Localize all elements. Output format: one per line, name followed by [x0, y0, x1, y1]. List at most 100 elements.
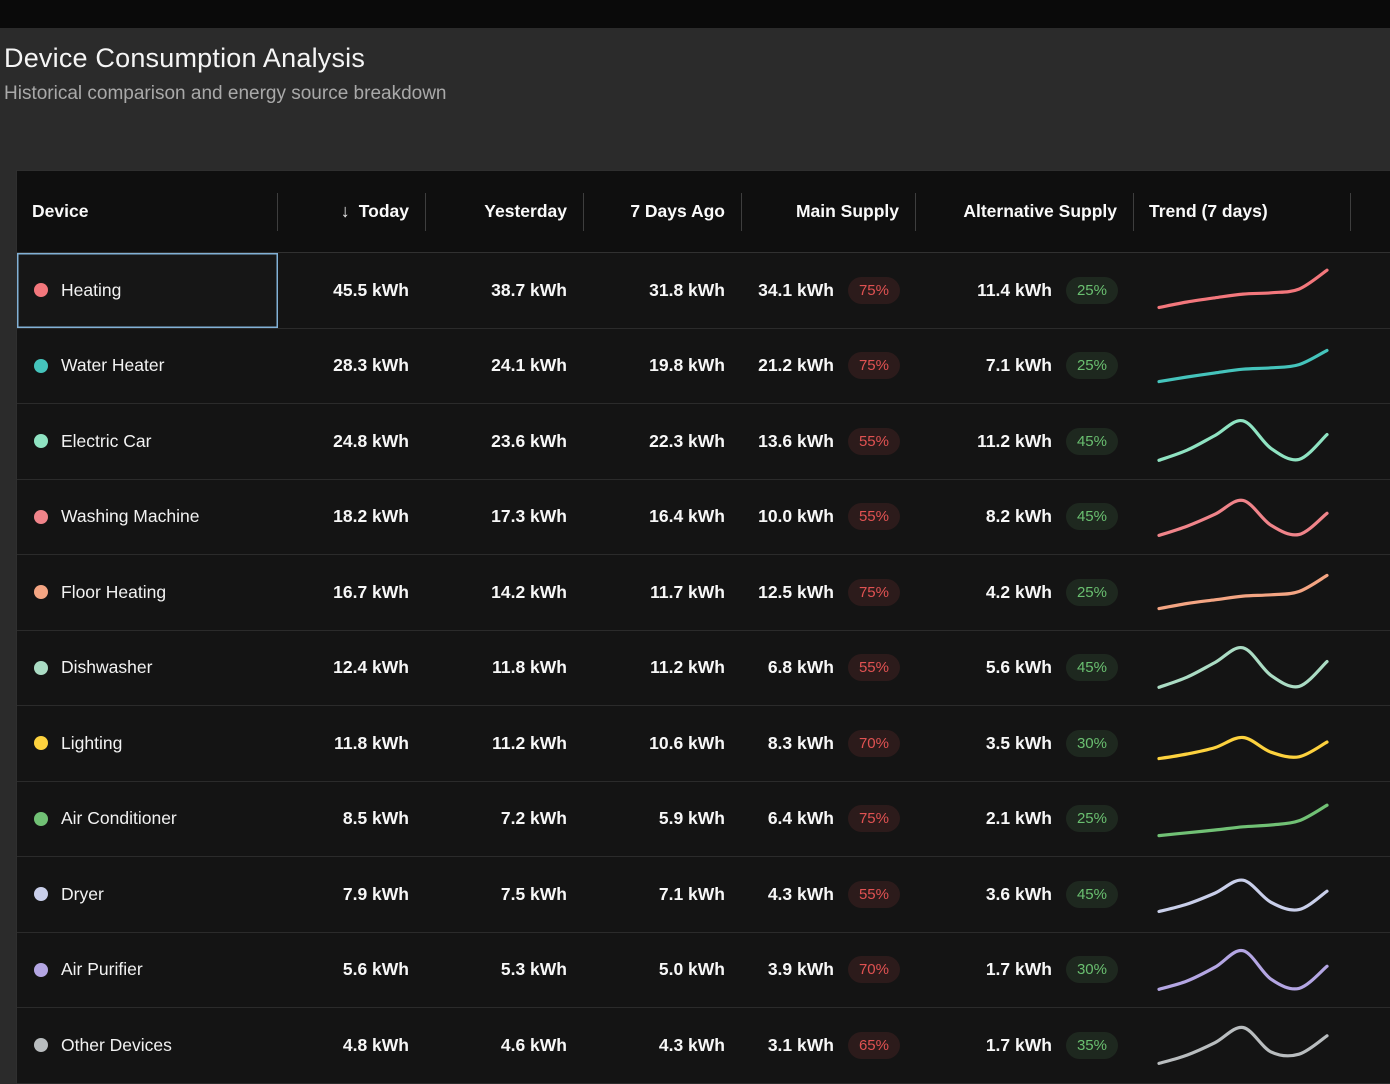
device-name: Floor Heating	[61, 581, 167, 602]
alt-supply-value: 8.2 kWh	[985, 506, 1052, 527]
device-cell[interactable]: Electric Car	[17, 404, 278, 479]
alt-supply-percent-badge: 45%	[1065, 503, 1118, 531]
today-value: 5.6 kWh	[342, 959, 409, 980]
device-color-dot	[34, 434, 48, 449]
main-supply-percent-badge: 75%	[847, 276, 900, 304]
table-row[interactable]: Heating 45.5 kWh 38.7 kWh 31.8 kWh 34.1 …	[17, 253, 1390, 329]
device-name: Air Purifier	[61, 959, 143, 980]
device-consumption-table: Device ↓ Today Yesterday 7 Days Ago Main…	[16, 170, 1390, 1084]
table-row[interactable]: Dryer 7.9 kWh 7.5 kWh 7.1 kWh 4.3 kWh 55…	[17, 857, 1390, 933]
row-spacer	[1351, 555, 1390, 630]
column-header-today[interactable]: ↓ Today	[278, 171, 426, 252]
device-color-dot	[34, 887, 48, 902]
device-cell[interactable]: Washing Machine	[17, 480, 278, 555]
table-header-row: Device ↓ Today Yesterday 7 Days Ago Main…	[17, 171, 1390, 253]
today-value: 8.5 kWh	[342, 808, 409, 829]
today-value: 18.2 kWh	[333, 506, 409, 527]
seven-days-ago-value: 31.8 kWh	[649, 279, 725, 300]
main-supply-cell: 4.3 kWh 55%	[742, 857, 916, 932]
trend-sparkline	[1134, 555, 1351, 630]
alt-supply-cell: 11.2 kWh 45%	[916, 404, 1134, 479]
seven-days-ago-value: 5.9 kWh	[658, 808, 725, 829]
table-row[interactable]: Water Heater 28.3 kWh 24.1 kWh 19.8 kWh …	[17, 328, 1390, 404]
yesterday-value: 24.1 kWh	[491, 355, 567, 376]
alt-supply-value: 3.5 kWh	[985, 732, 1052, 753]
seven-days-ago-value: 5.0 kWh	[658, 959, 725, 980]
table-row[interactable]: Lighting 11.8 kWh 11.2 kWh 10.6 kWh 8.3 …	[17, 706, 1390, 782]
table-row[interactable]: Floor Heating 16.7 kWh 14.2 kWh 11.7 kWh…	[17, 555, 1390, 631]
table-row[interactable]: Air Purifier 5.6 kWh 5.3 kWh 5.0 kWh 3.9…	[17, 932, 1390, 1008]
main-supply-percent-badge: 75%	[847, 352, 900, 380]
device-cell[interactable]: Other Devices	[17, 1008, 278, 1083]
table-row[interactable]: Dishwasher 12.4 kWh 11.8 kWh 11.2 kWh 6.…	[17, 630, 1390, 706]
main-supply-cell: 8.3 kWh 70%	[742, 706, 916, 781]
device-color-dot	[34, 1038, 48, 1053]
page-header: Device Consumption Analysis Historical c…	[4, 40, 1390, 108]
column-header-7-days-ago[interactable]: 7 Days Ago	[584, 171, 742, 252]
device-color-dot	[34, 660, 48, 675]
alt-supply-value: 3.6 kWh	[985, 883, 1052, 904]
main-supply-percent-badge: 70%	[847, 729, 900, 757]
column-header-trend[interactable]: Trend (7 days)	[1134, 171, 1351, 252]
main-supply-cell: 3.9 kWh 70%	[742, 933, 916, 1008]
alt-supply-cell: 3.5 kWh 30%	[916, 706, 1134, 781]
alt-supply-percent-badge: 25%	[1065, 352, 1118, 380]
today-value: 12.4 kWh	[333, 657, 409, 678]
device-color-dot	[34, 585, 48, 600]
table-row[interactable]: Air Conditioner 8.5 kWh 7.2 kWh 5.9 kWh …	[17, 781, 1390, 857]
main-supply-value: 10.0 kWh	[758, 506, 834, 527]
alt-supply-cell: 3.6 kWh 45%	[916, 857, 1134, 932]
row-spacer	[1351, 253, 1390, 328]
device-cell[interactable]: Water Heater	[17, 329, 278, 404]
device-cell[interactable]: Dryer	[17, 857, 278, 932]
trend-sparkline	[1134, 706, 1351, 781]
seven-days-ago-value: 7.1 kWh	[658, 883, 725, 904]
alt-supply-value: 1.7 kWh	[985, 1034, 1052, 1055]
sort-desc-icon: ↓	[340, 201, 350, 221]
today-value: 11.8 kWh	[334, 732, 409, 753]
yesterday-value: 11.2 kWh	[492, 732, 567, 753]
device-name: Heating	[61, 279, 122, 300]
trend-sparkline	[1134, 782, 1351, 857]
device-name: Air Conditioner	[61, 808, 177, 829]
column-header-alternative-supply[interactable]: Alternative Supply	[916, 171, 1134, 252]
alt-supply-percent-badge: 30%	[1065, 729, 1118, 757]
row-spacer	[1351, 404, 1390, 479]
main-supply-value: 6.8 kWh	[767, 657, 834, 678]
column-header-yesterday[interactable]: Yesterday	[426, 171, 584, 252]
main-supply-cell: 21.2 kWh 75%	[742, 329, 916, 404]
table-row[interactable]: Other Devices 4.8 kWh 4.6 kWh 4.3 kWh 3.…	[17, 1008, 1390, 1084]
main-supply-percent-badge: 55%	[847, 880, 900, 908]
device-cell[interactable]: Lighting	[17, 706, 278, 781]
today-value: 45.5 kWh	[333, 279, 409, 300]
alt-supply-value: 11.4 kWh	[977, 279, 1052, 300]
row-spacer	[1351, 329, 1390, 404]
column-header-main-supply[interactable]: Main Supply	[742, 171, 916, 252]
today-value: 4.8 kWh	[342, 1034, 409, 1055]
alt-supply-cell: 1.7 kWh 35%	[916, 1008, 1134, 1083]
device-name: Water Heater	[61, 355, 165, 376]
main-supply-value: 34.1 kWh	[758, 279, 834, 300]
device-cell[interactable]: Dishwasher	[17, 631, 278, 706]
column-header-device[interactable]: Device	[17, 171, 278, 252]
today-value: 28.3 kWh	[333, 355, 409, 376]
main-supply-cell: 12.5 kWh 75%	[742, 555, 916, 630]
alt-supply-value: 1.7 kWh	[985, 959, 1052, 980]
table-row[interactable]: Washing Machine 18.2 kWh 17.3 kWh 16.4 k…	[17, 479, 1390, 555]
today-value: 24.8 kWh	[333, 430, 409, 451]
device-name: Electric Car	[61, 430, 152, 451]
main-supply-cell: 10.0 kWh 55%	[742, 480, 916, 555]
alt-supply-cell: 2.1 kWh 25%	[916, 782, 1134, 857]
alt-supply-percent-badge: 35%	[1065, 1031, 1118, 1059]
device-cell[interactable]: Air Purifier	[17, 933, 278, 1008]
main-supply-percent-badge: 55%	[847, 503, 900, 531]
yesterday-value: 11.8 kWh	[492, 657, 567, 678]
today-value: 7.9 kWh	[342, 883, 409, 904]
yesterday-value: 5.3 kWh	[500, 959, 567, 980]
device-cell[interactable]: Floor Heating	[17, 555, 278, 630]
main-supply-cell: 13.6 kWh 55%	[742, 404, 916, 479]
table-row[interactable]: Electric Car 24.8 kWh 23.6 kWh 22.3 kWh …	[17, 404, 1390, 480]
alt-supply-percent-badge: 30%	[1065, 956, 1118, 984]
device-cell[interactable]: Air Conditioner	[17, 782, 278, 857]
device-cell[interactable]: Heating	[17, 253, 278, 328]
